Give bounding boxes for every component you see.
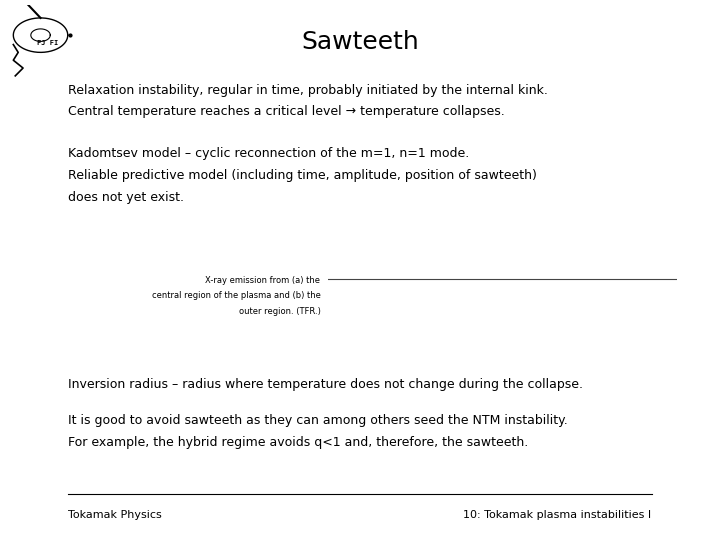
Text: Inversion radius – radius where temperature does not change during the collapse.: Inversion radius – radius where temperat… xyxy=(68,378,583,391)
Text: It is good to avoid sawteeth as they can among others seed the NTM instability.: It is good to avoid sawteeth as they can… xyxy=(68,414,568,427)
Text: Relaxation instability, regular in time, probably initiated by the internal kink: Relaxation instability, regular in time,… xyxy=(68,84,548,97)
Text: 10: Tokamak plasma instabilities I: 10: Tokamak plasma instabilities I xyxy=(464,510,652,521)
Text: (b): (b) xyxy=(333,310,343,319)
Text: Sawteeth: Sawteeth xyxy=(301,30,419,53)
Text: For example, the hybrid regime avoids q<1 and, therefore, the sawteeth.: For example, the hybrid regime avoids q<… xyxy=(68,436,528,449)
Text: central region of the plasma and (b) the: central region of the plasma and (b) the xyxy=(151,292,320,300)
Text: Reliable predictive model (including time, amplitude, position of sawteeth): Reliable predictive model (including tim… xyxy=(68,169,537,182)
Text: X-ray emission from (a) the: X-ray emission from (a) the xyxy=(205,276,320,285)
Text: does not yet exist.: does not yet exist. xyxy=(68,191,184,204)
Text: Kadomtsev model – cyclic reconnection of the m=1, n=1 mode.: Kadomtsev model – cyclic reconnection of… xyxy=(68,147,469,160)
Text: (a): (a) xyxy=(333,233,343,242)
Text: Tokamak Physics: Tokamak Physics xyxy=(68,510,162,521)
Text: outer region. (TFR.): outer region. (TFR.) xyxy=(238,307,320,315)
Text: Central temperature reaches a critical level → temperature collapses.: Central temperature reaches a critical l… xyxy=(68,105,505,118)
Text: FJ FI: FJ FI xyxy=(37,40,58,46)
